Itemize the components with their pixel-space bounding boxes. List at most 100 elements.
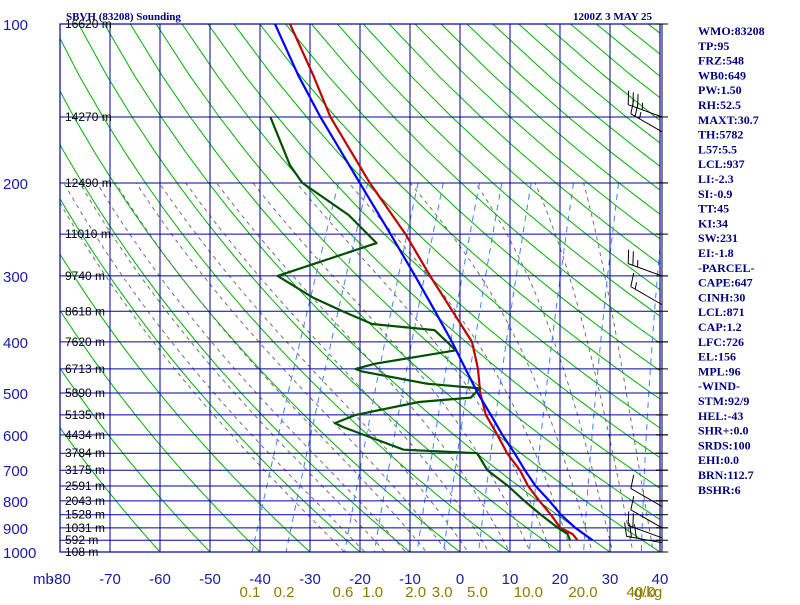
index-item: BSHR:6 [698, 483, 741, 497]
height-label: 7620 m [65, 335, 105, 349]
temp-tick-label: -80 [49, 571, 71, 588]
height-label: 1528 m [65, 508, 105, 522]
dry-adiabat [467, 24, 800, 563]
height-label: 5890 m [65, 386, 105, 400]
mixing-ratio-line [477, 183, 531, 563]
indices-panel: WMO:83208TP:95FRZ:548WB0:649PW:1.50RH:52… [698, 24, 765, 497]
dry-adiabats [0, 24, 800, 563]
index-item: BRN:112.7 [698, 468, 754, 482]
height-label: 2591 m [65, 479, 105, 493]
moist-adiabat [80, 183, 396, 563]
pressure-tick-label: 700 [3, 463, 28, 480]
sounding-time: 1200Z 3 MAY 25 [573, 11, 652, 23]
index-item: WB0:649 [698, 68, 746, 82]
wind-barb [631, 287, 662, 305]
index-item: FRZ:548 [698, 54, 744, 68]
index-item: MPL:96 [698, 364, 741, 378]
height-label: 5135 m [65, 408, 105, 422]
height-label: 4434 m [65, 428, 105, 442]
mixing-ratio-line [284, 183, 368, 563]
dewpoint-line [270, 117, 570, 540]
mixing-ratio-label: 1.0 [362, 584, 383, 600]
temp-tick-label: -70 [99, 571, 121, 588]
wind-flag [631, 273, 634, 287]
pressure-tick-label: 1000 [3, 545, 36, 562]
index-item: SI:-0.9 [698, 187, 732, 201]
dry-adiabat [778, 24, 800, 563]
height-label: 9740 m [65, 269, 105, 283]
wind-barbs [625, 24, 668, 552]
mixing-ratio-line [528, 183, 573, 563]
moist-adiabat [186, 183, 496, 563]
index-item: EHI:0.0 [698, 453, 739, 467]
index-item: RH:52.5 [698, 98, 741, 112]
pressure-tick-label: 200 [3, 176, 28, 193]
profile-lines [270, 24, 592, 540]
index-item: EL:156 [698, 350, 736, 364]
wind-flag [639, 112, 640, 119]
moist-adiabat [159, 183, 475, 563]
index-item: KI:34 [698, 216, 728, 230]
index-item: SRDS:100 [698, 438, 751, 452]
wind-barb [631, 114, 662, 132]
mixing-ratio-label: 0.6 [333, 584, 354, 600]
mixing-ratio-label: 2.0 [405, 584, 426, 600]
index-item: PW:1.50 [698, 83, 742, 97]
height-label: 14270 m [65, 110, 112, 124]
height-label: 3175 m [65, 463, 105, 477]
mixing-ratio-line [583, 183, 619, 563]
dry-adiabat [0, 24, 373, 563]
mixing-ratio-label: g/kg [634, 584, 662, 600]
pressure-tick-label: 600 [3, 428, 28, 445]
pressure-tick-label: 100 [3, 17, 28, 34]
temperature-line [290, 24, 578, 540]
index-item: WMO:83208 [698, 24, 765, 38]
index-item: STM:92/9 [698, 394, 749, 408]
wind-flag [635, 282, 636, 289]
moist-adiabat [296, 183, 555, 563]
mixing-ratio-label: 10.0 [514, 584, 543, 600]
index-item: CAP:1.2 [698, 320, 742, 334]
station-title: SBVH (83208) Sounding [66, 11, 181, 23]
mixing-ratio-label: 3.0 [432, 584, 453, 600]
index-item: CAPE:647 [698, 276, 753, 290]
index-item: CINH:30 [698, 290, 745, 304]
temp-tick-label: -30 [299, 571, 321, 588]
pressure-tick-label: 300 [3, 269, 28, 286]
mixing-ratio-label: 0.1 [239, 584, 260, 600]
index-item: -WIND- [698, 379, 740, 393]
temp-tick-label: 0 [456, 571, 464, 588]
index-item: TP:95 [698, 39, 729, 53]
mixing-ratio-label: 5.0 [467, 584, 488, 600]
height-label: 8618 m [65, 304, 105, 318]
wind-flag [635, 103, 638, 117]
temp-tick-label: -50 [199, 571, 221, 588]
index-item: LFC:726 [698, 335, 744, 349]
height-label: 108 m [65, 545, 98, 559]
dry-adiabat [493, 24, 800, 563]
index-item: SW:231 [698, 231, 738, 245]
index-item: TT:45 [698, 202, 729, 216]
index-item: LCL:937 [698, 157, 745, 171]
dry-adiabat [182, 24, 779, 563]
temp-tick-label: -60 [149, 571, 171, 588]
index-item: -PARCEL- [698, 261, 754, 275]
wind-flag [631, 496, 634, 510]
dry-adiabat [0, 24, 322, 563]
index-item: EI:-1.8 [698, 246, 734, 260]
index-item: LI:-2.3 [698, 172, 734, 186]
index-item: TH:5782 [698, 128, 743, 142]
dry-adiabat [519, 24, 800, 563]
pressure-tick-label: 500 [3, 386, 28, 403]
temp-tick-label: 30 [602, 571, 619, 588]
wind-flag [630, 523, 632, 537]
pressure-tick-label: 400 [3, 335, 28, 352]
pressure-tick-label: 900 [3, 521, 28, 538]
mixing-ratio-label: 0.2 [274, 584, 295, 600]
mixing-ratio-label: 20.0 [568, 584, 597, 600]
grid-lines [60, 24, 660, 552]
pressure-tick-label: 800 [3, 494, 28, 511]
index-item: SHR+:0.0 [698, 424, 749, 438]
